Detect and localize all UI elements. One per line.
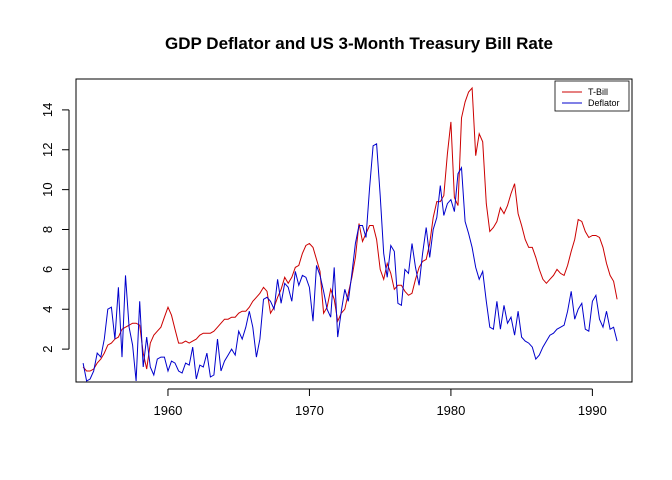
series-line-deflator — [82, 142, 618, 382]
y-tick-label: 12 — [40, 143, 55, 157]
x-axis: 1960 1970 1980 1990 — [153, 388, 607, 418]
y-tick-label: 6 — [40, 266, 55, 273]
legend-label-deflator: Deflator — [588, 98, 620, 108]
y-tick-label: 10 — [40, 182, 55, 196]
x-tick-label: 1980 — [436, 403, 465, 418]
legend-box — [554, 80, 630, 112]
x-tick-label: 1990 — [578, 403, 607, 418]
series-layer — [82, 86, 618, 382]
y-tick-label: 2 — [40, 345, 55, 352]
plot-frame — [75, 78, 633, 383]
y-axis: 2 4 6 8 10 12 14 — [40, 103, 70, 353]
x-tick-label: 1970 — [295, 403, 324, 418]
y-tick-label: 4 — [40, 306, 55, 313]
y-tick-label: 8 — [40, 226, 55, 233]
y-tick-label: 14 — [40, 103, 55, 117]
chart-title: GDP Deflator and US 3-Month Treasury Bil… — [165, 34, 553, 53]
x-tick-label: 1960 — [153, 403, 182, 418]
legend-label-t-bill: T-Bill — [588, 87, 608, 97]
legend: T-Bill Deflator — [554, 80, 630, 112]
